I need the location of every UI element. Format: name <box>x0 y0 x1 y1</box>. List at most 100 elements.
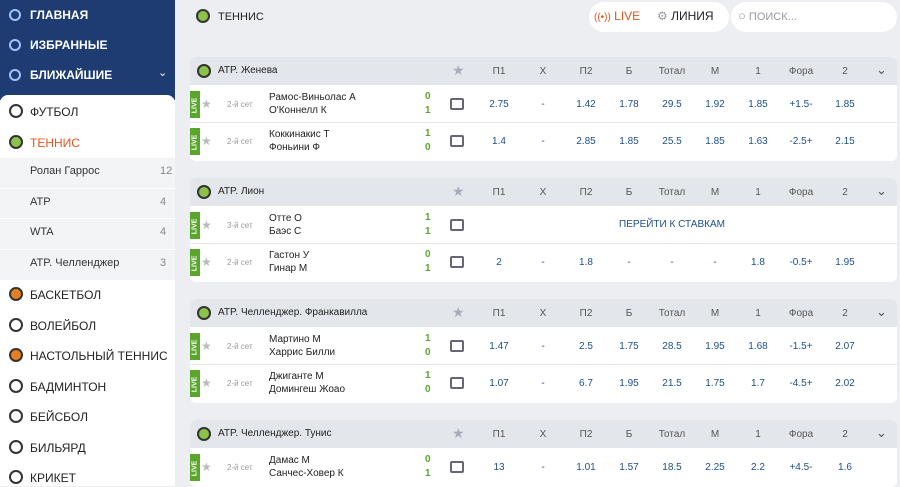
sport-item[interactable]: ТЕННИС <box>30 135 80 150</box>
sub-item[interactable]: WTA <box>30 226 54 238</box>
odd[interactable]: 1.4 <box>492 136 506 147</box>
odd[interactable]: 1.8 <box>579 257 593 268</box>
score: 1 <box>425 105 431 116</box>
stats-icon[interactable] <box>450 461 464 473</box>
odd[interactable]: 1.63 <box>748 136 768 147</box>
nav-item[interactable]: БЛИЖАЙШИЕ <box>30 68 113 82</box>
stats-icon[interactable] <box>450 256 464 268</box>
bets-link[interactable]: ПЕРЕЙТИ К СТАВКАМ <box>619 219 725 230</box>
odd[interactable]: 1.95 <box>835 257 855 268</box>
odd[interactable]: 28.5 <box>662 341 682 352</box>
fav-star[interactable]: ★ <box>452 62 465 78</box>
stats-icon[interactable] <box>450 340 464 352</box>
odd[interactable]: 2.02 <box>835 378 855 389</box>
odd[interactable]: 13 <box>493 462 505 473</box>
odd[interactable]: - <box>541 136 545 147</box>
sport-item[interactable]: БАДМИНТОН <box>30 379 107 394</box>
odd[interactable]: +4.5- <box>789 462 813 473</box>
stats-icon[interactable] <box>450 377 464 389</box>
odd[interactable]: 1.07 <box>489 378 509 389</box>
odd[interactable]: +1.5- <box>789 99 813 110</box>
odd[interactable]: 1.78 <box>619 99 639 110</box>
odd[interactable]: 1.42 <box>576 99 596 110</box>
fav-star[interactable]: ★ <box>452 183 465 199</box>
stats-icon[interactable] <box>450 98 464 110</box>
odd[interactable]: 21.5 <box>662 378 682 389</box>
odd[interactable]: 2.85 <box>576 136 596 147</box>
odd[interactable]: -4.5+ <box>789 378 813 389</box>
odd[interactable]: 29.5 <box>662 99 682 110</box>
odd[interactable]: 1.92 <box>705 99 725 110</box>
search-box[interactable] <box>731 2 897 32</box>
line-tab[interactable]: ⚙ ЛИНИЯ <box>657 9 714 23</box>
sub-item[interactable]: Ролан Гаррос <box>30 165 100 177</box>
odd[interactable]: -2.5+ <box>789 136 813 147</box>
odd[interactable]: 1.68 <box>748 341 768 352</box>
odd[interactable]: 2.75 <box>489 99 509 110</box>
odd[interactable]: 1.85 <box>619 136 639 147</box>
odd[interactable]: 1.95 <box>619 378 639 389</box>
nav-item[interactable]: ГЛАВНАЯ <box>30 8 89 22</box>
fav-star[interactable]: ★ <box>201 376 212 390</box>
odd[interactable]: 2.2 <box>751 462 765 473</box>
odd[interactable]: - <box>627 257 631 268</box>
live-badge: LIVE <box>190 333 200 360</box>
fav-star[interactable]: ★ <box>201 460 212 474</box>
odd[interactable]: 1.57 <box>619 462 639 473</box>
odd[interactable]: 2.5 <box>579 341 593 352</box>
odd[interactable]: 1.85 <box>748 99 768 110</box>
collapse[interactable]: ⌄ <box>876 183 887 198</box>
odd[interactable]: 1.95 <box>705 341 725 352</box>
odd[interactable]: -0.5+ <box>789 257 813 268</box>
odd[interactable]: 1.47 <box>489 341 509 352</box>
sport-icon <box>9 287 23 301</box>
odd[interactable]: 2 <box>496 257 502 268</box>
sub-item[interactable]: ATP. Челленджер <box>30 256 120 269</box>
sport-item[interactable]: КРИКЕТ <box>30 471 76 485</box>
fav-star[interactable]: ★ <box>201 218 212 232</box>
fav-star[interactable]: ★ <box>452 304 465 320</box>
odd[interactable]: - <box>541 257 545 268</box>
sub-item[interactable]: ATP <box>30 195 51 208</box>
sport-item[interactable]: ВОЛЕЙБОЛ <box>30 318 97 333</box>
odd[interactable]: 1.85 <box>705 136 725 147</box>
odd[interactable]: 2.15 <box>835 136 855 147</box>
stats-icon[interactable] <box>450 135 464 147</box>
player: Дамас М <box>269 455 310 466</box>
collapse[interactable]: ⌄ <box>876 425 887 440</box>
odd[interactable]: 2.07 <box>835 341 855 352</box>
collapse[interactable]: ⌄ <box>876 62 887 77</box>
odd[interactable]: - <box>541 462 545 473</box>
odd[interactable]: - <box>670 257 674 268</box>
live-tab[interactable]: ((•)) LIVE <box>594 9 641 23</box>
odd[interactable]: 1.8 <box>751 257 765 268</box>
fav-star[interactable]: ★ <box>201 97 212 111</box>
odd[interactable]: - <box>713 257 717 268</box>
fav-star[interactable]: ★ <box>452 425 465 441</box>
fav-star[interactable]: ★ <box>201 134 212 148</box>
nav-item[interactable]: ИЗБРАННЫЕ <box>30 38 108 52</box>
odd[interactable]: 1.6 <box>838 462 852 473</box>
sport-item[interactable]: БИЛЬЯРД <box>30 440 86 455</box>
odd[interactable]: - <box>541 99 545 110</box>
sport-item[interactable]: ФУТБОЛ <box>30 105 79 119</box>
odd[interactable]: 1.01 <box>576 462 596 473</box>
odd[interactable]: 2.25 <box>705 462 725 473</box>
odd[interactable]: 6.7 <box>579 378 593 389</box>
odd[interactable]: 1.85 <box>835 99 855 110</box>
odd[interactable]: - <box>541 341 545 352</box>
collapse[interactable]: ⌄ <box>876 304 887 319</box>
sport-item[interactable]: БАСКЕТБОЛ <box>30 288 102 302</box>
odd[interactable]: 1.75 <box>705 378 725 389</box>
sport-item[interactable]: НАСТОЛЬНЫЙ ТЕННИС <box>30 349 168 363</box>
odd[interactable]: 25.5 <box>662 136 682 147</box>
fav-star[interactable]: ★ <box>201 339 212 353</box>
odd[interactable]: - <box>541 378 545 389</box>
odd[interactable]: 1.7 <box>751 378 765 389</box>
stats-icon[interactable] <box>450 219 464 231</box>
sport-item[interactable]: БЕЙСБОЛ <box>30 410 88 424</box>
odd[interactable]: -1.5+ <box>789 341 813 352</box>
odd[interactable]: 1.75 <box>619 341 639 352</box>
odd[interactable]: 18.5 <box>662 462 682 473</box>
fav-star[interactable]: ★ <box>201 255 212 269</box>
